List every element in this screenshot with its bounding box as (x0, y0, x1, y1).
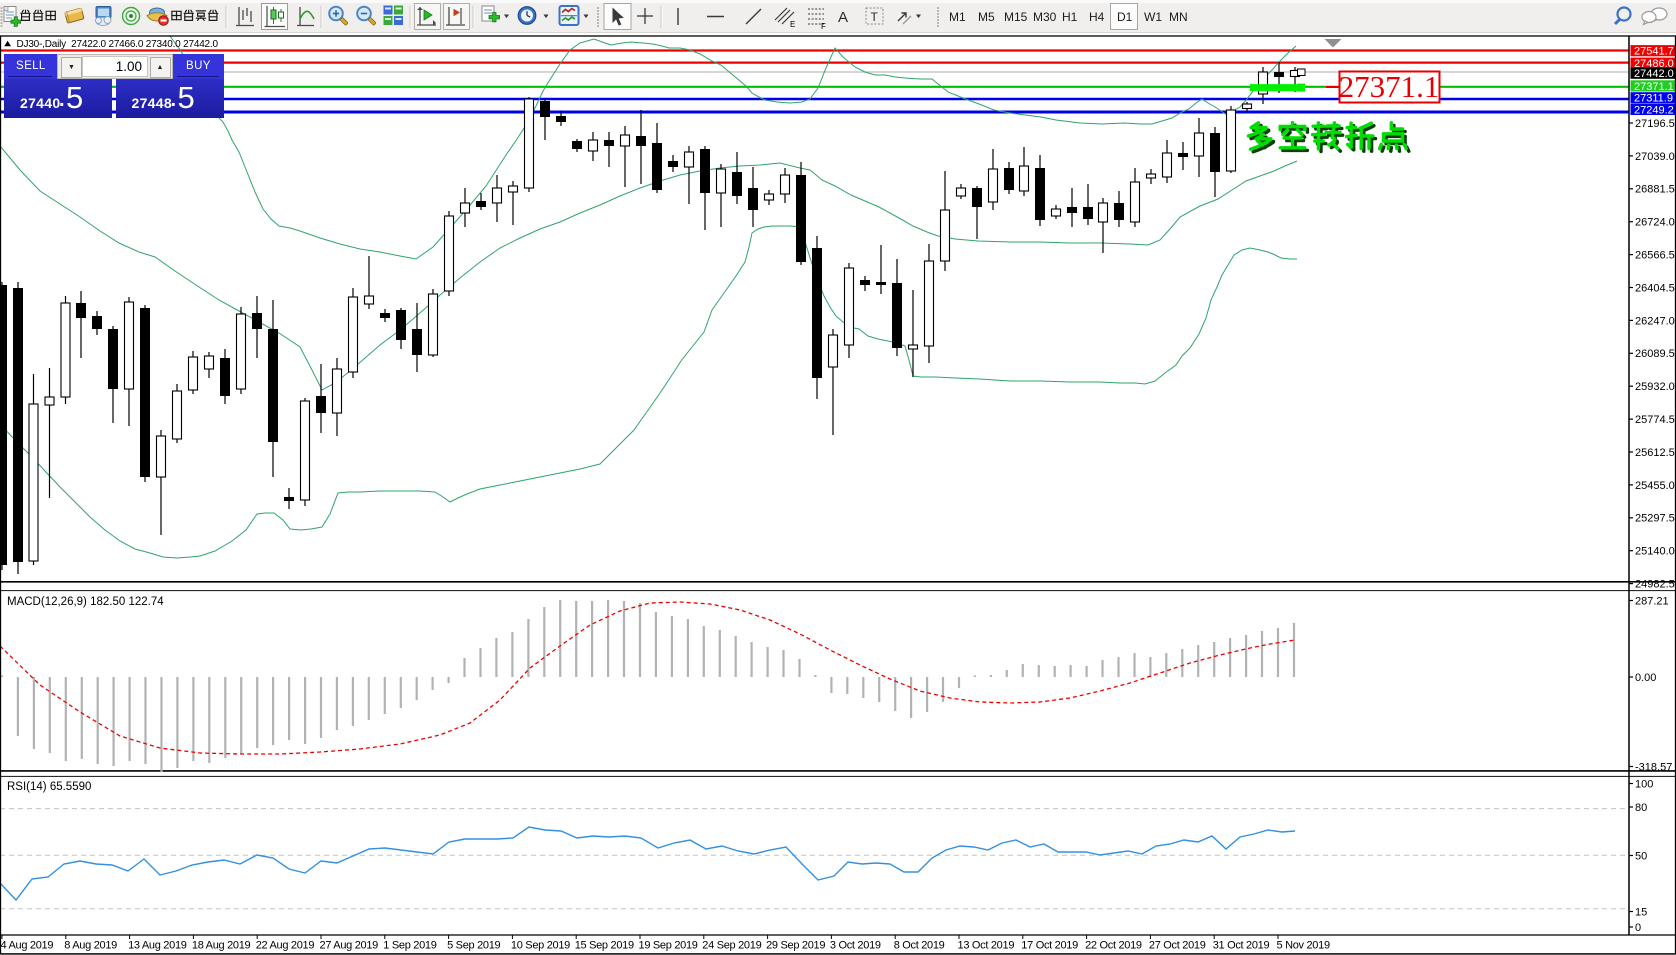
svg-text:22 Oct 2019: 22 Oct 2019 (1085, 940, 1142, 952)
svg-text:10 Sep 2019: 10 Sep 2019 (511, 940, 570, 952)
svg-text:26404.5: 26404.5 (1635, 282, 1675, 294)
svg-text:-318.57: -318.57 (1635, 761, 1672, 773)
svg-text:5 Nov 2019: 5 Nov 2019 (1277, 940, 1330, 952)
svg-text:4 Aug 2019: 4 Aug 2019 (1, 940, 54, 952)
svg-text:18 Aug 2019: 18 Aug 2019 (192, 940, 251, 952)
svg-text:8 Aug 2019: 8 Aug 2019 (64, 940, 117, 952)
svg-text:D1: D1 (1117, 10, 1133, 24)
svg-text:26566.5: 26566.5 (1635, 250, 1675, 262)
svg-text:H1: H1 (1062, 10, 1078, 24)
svg-text:M1: M1 (949, 10, 966, 24)
svg-text:22 Aug 2019: 22 Aug 2019 (256, 940, 315, 952)
svg-text:26247.0: 26247.0 (1635, 315, 1675, 327)
svg-text:27196.5: 27196.5 (1635, 118, 1675, 130)
svg-text:27249.2: 27249.2 (1634, 104, 1674, 116)
svg-text:13 Aug 2019: 13 Aug 2019 (128, 940, 187, 952)
svg-text:W1: W1 (1144, 10, 1162, 24)
svg-text:27311.9: 27311.9 (1634, 93, 1673, 105)
svg-text:15 Sep 2019: 15 Sep 2019 (575, 940, 634, 952)
svg-text:24 Sep 2019: 24 Sep 2019 (702, 940, 761, 952)
svg-text:25455.0: 25455.0 (1635, 480, 1675, 492)
svg-text:27371.1: 27371.1 (1339, 69, 1440, 104)
svg-text:8 Oct 2019: 8 Oct 2019 (894, 940, 945, 952)
svg-text:A: A (838, 9, 848, 26)
svg-text:26089.5: 26089.5 (1635, 348, 1675, 360)
svg-text:27 Aug 2019: 27 Aug 2019 (320, 940, 379, 952)
svg-text:25774.5: 25774.5 (1635, 414, 1675, 426)
svg-text:19 Sep 2019: 19 Sep 2019 (639, 940, 698, 952)
svg-text:27371.1: 27371.1 (1634, 81, 1674, 93)
svg-text:50: 50 (1635, 850, 1647, 862)
svg-text:25932.0: 25932.0 (1635, 381, 1675, 393)
svg-text:MACD(12,26,9) 182.50 122.74: MACD(12,26,9) 182.50 122.74 (7, 596, 164, 608)
svg-text:287.21: 287.21 (1635, 595, 1669, 607)
svg-text:3 Oct 2019: 3 Oct 2019 (830, 940, 881, 952)
svg-text:25612.5: 25612.5 (1635, 447, 1675, 459)
svg-text:27 Oct 2019: 27 Oct 2019 (1149, 940, 1206, 952)
svg-text:80: 80 (1635, 802, 1647, 814)
svg-text:27486.0: 27486.0 (1634, 58, 1674, 70)
svg-text:31 Oct 2019: 31 Oct 2019 (1213, 940, 1270, 952)
svg-text:0.00: 0.00 (1635, 672, 1656, 684)
svg-text:MN: MN (1169, 10, 1188, 24)
svg-text:27442.0: 27442.0 (1634, 68, 1674, 80)
svg-text:27541.7: 27541.7 (1634, 46, 1674, 58)
svg-text:E: E (790, 20, 795, 29)
svg-text:29 Sep 2019: 29 Sep 2019 (766, 940, 825, 952)
svg-text:17 Oct 2019: 17 Oct 2019 (1021, 940, 1078, 952)
svg-text:5 Sep 2019: 5 Sep 2019 (447, 940, 500, 952)
svg-text:25297.5: 25297.5 (1635, 513, 1675, 525)
svg-text:RSI(14) 65.5590: RSI(14) 65.5590 (7, 781, 91, 793)
svg-text:DJ30-,Daily 27422.0 27466.0 2: DJ30-,Daily 27422.0 27466.0 27340.0 2744… (17, 39, 219, 50)
svg-text:1 Sep 2019: 1 Sep 2019 (383, 940, 436, 952)
svg-text:26881.5: 26881.5 (1635, 184, 1675, 196)
svg-text:0: 0 (1635, 922, 1641, 934)
svg-text:24982.5: 24982.5 (1635, 579, 1675, 591)
svg-text:T: T (871, 10, 879, 24)
svg-text:M5: M5 (978, 10, 995, 24)
svg-text:M15: M15 (1004, 10, 1028, 24)
svg-text:H4: H4 (1089, 10, 1105, 24)
svg-text:100: 100 (1635, 778, 1653, 790)
svg-text:F: F (821, 22, 826, 31)
svg-text:26724.0: 26724.0 (1635, 217, 1675, 229)
svg-text:15: 15 (1635, 906, 1647, 918)
svg-text:25140.0: 25140.0 (1635, 546, 1675, 558)
svg-text:27039.0: 27039.0 (1635, 151, 1675, 163)
svg-text:M30: M30 (1033, 10, 1057, 24)
svg-text:13 Oct 2019: 13 Oct 2019 (958, 940, 1015, 952)
